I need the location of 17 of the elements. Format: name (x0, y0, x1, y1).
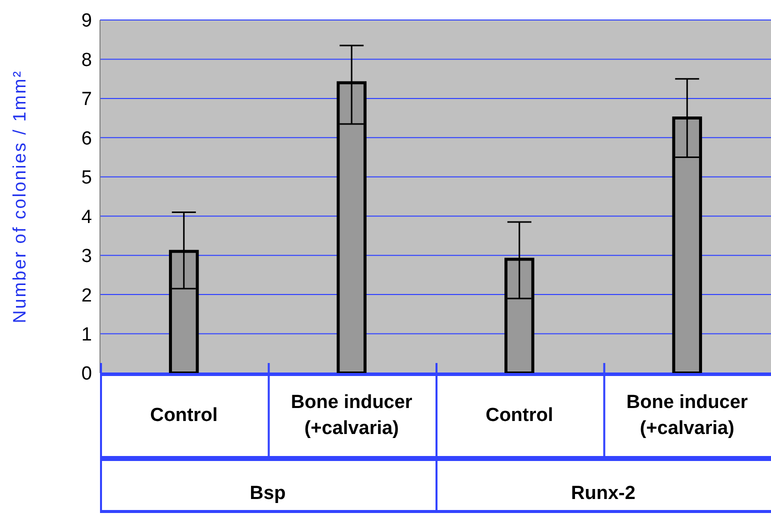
y-tick-label: 0 (81, 364, 92, 385)
y-tick-label: 4 (81, 206, 92, 228)
x-tick-label: Bone inducer (+calvaria) (290, 392, 413, 439)
x-tick-label: Bone inducer (+calvaria) (626, 392, 748, 439)
y-tick-label: 7 (81, 89, 92, 110)
x-tick-label: Control (150, 405, 218, 426)
y-tick-label: 1 (81, 324, 92, 346)
y-tick-label: 8 (81, 50, 92, 71)
y-tick-label: 5 (81, 168, 92, 189)
text: Runx-2 (570, 483, 636, 505)
y-tick-label: 3 (81, 246, 92, 268)
y-tick-label: 6 (81, 128, 92, 150)
y-tick-label: 2 (81, 285, 92, 306)
y-tick-label: 9 (81, 10, 92, 32)
x-tick-label: Control (486, 405, 554, 426)
y-axis-title: Number of colonies / 1mm² (9, 70, 30, 324)
text: Bsp (248, 483, 287, 505)
